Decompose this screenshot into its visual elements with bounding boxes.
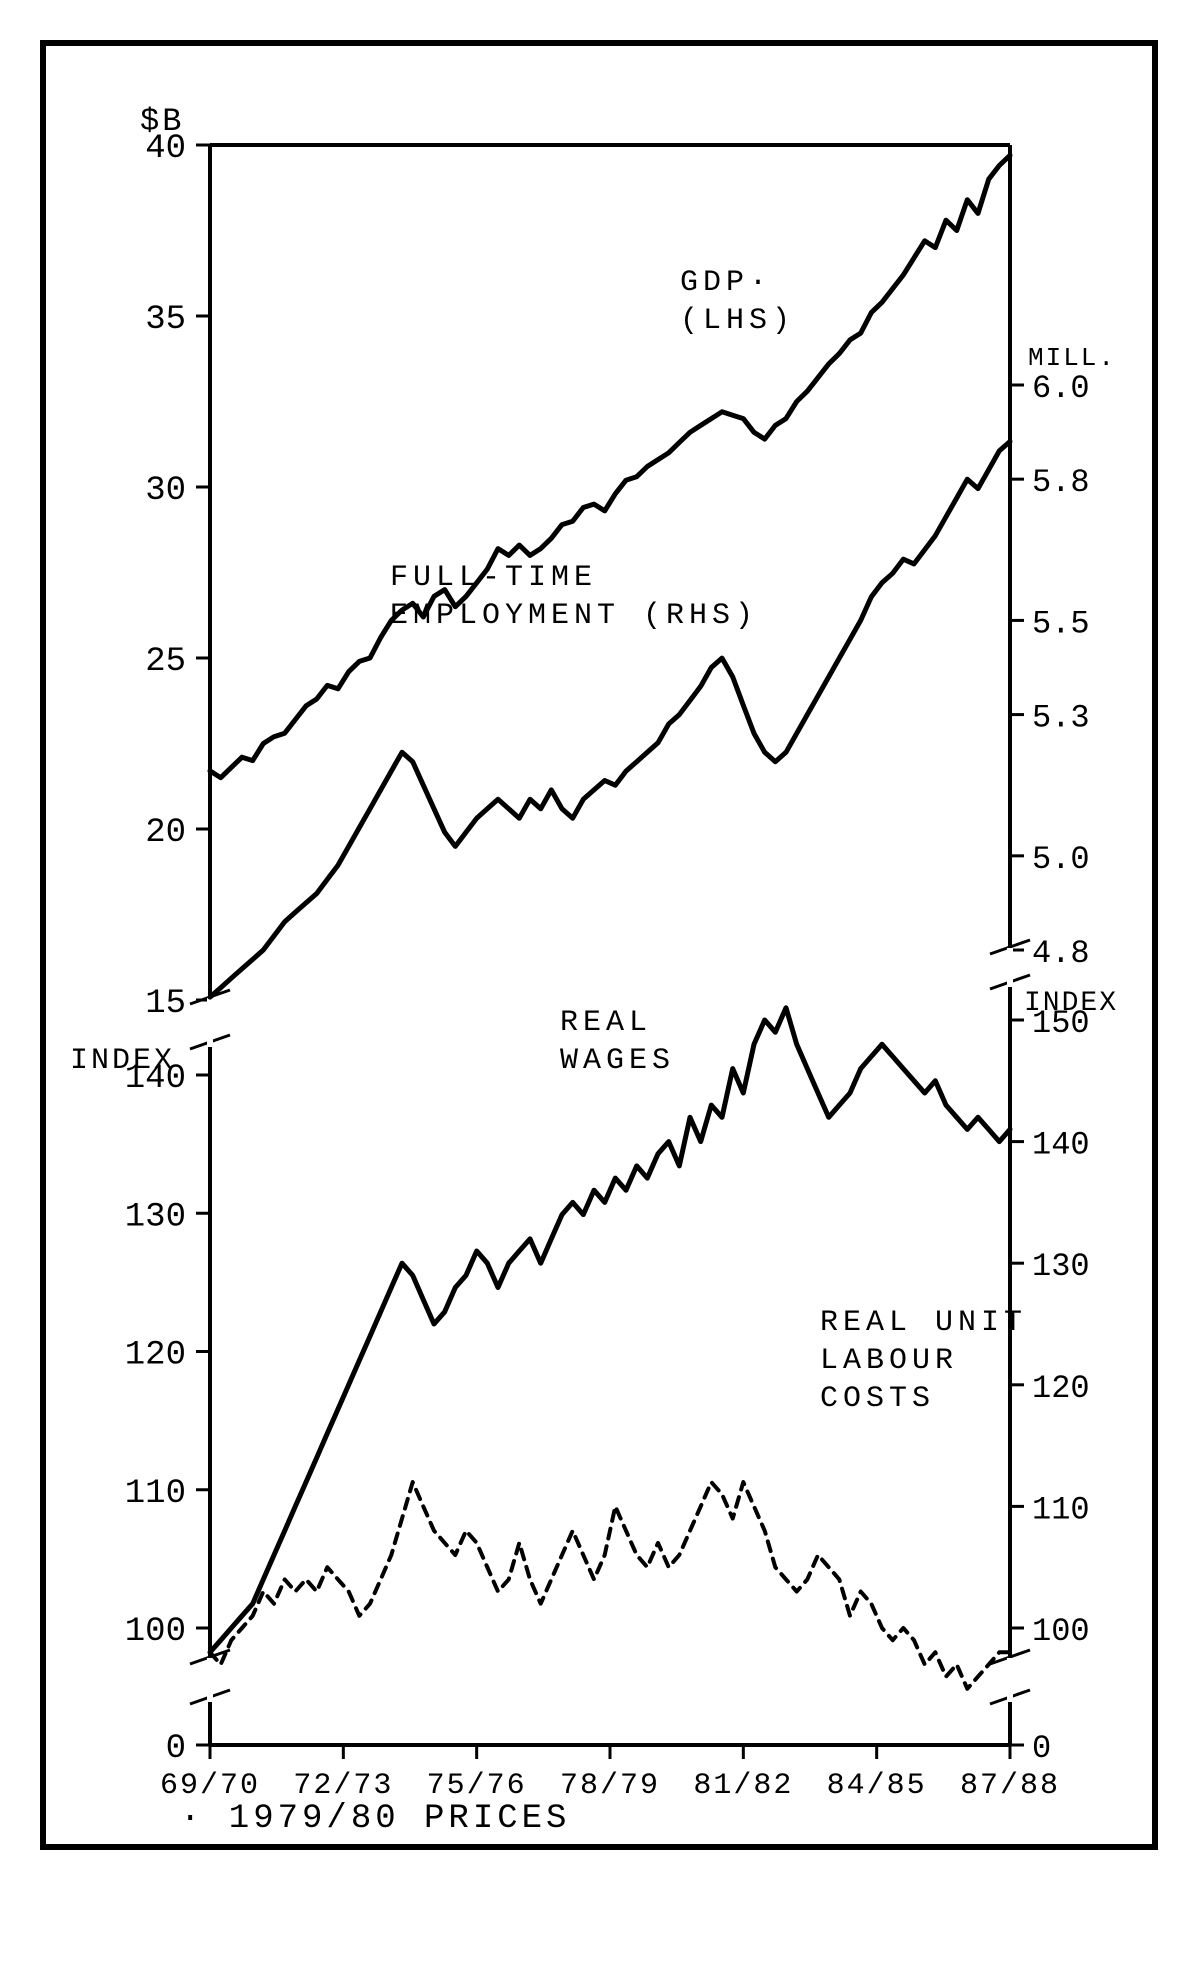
y-right-bottom-tick: 120	[1032, 1370, 1090, 1407]
series-label-gdp: GDP·	[680, 266, 772, 300]
y-left-top-tick: 30	[145, 472, 186, 510]
series-label-real_wages: REAL	[560, 1006, 652, 1040]
y-right-top-tick: 5.8	[1032, 464, 1090, 501]
series-label-gdp: (LHS)	[680, 304, 795, 338]
series-label-employment: EMPLOYMENT (RHS)	[390, 599, 758, 633]
y-right-top-tick: 4.8	[1032, 935, 1090, 972]
series-label-employment: FULL-TIME	[390, 561, 597, 595]
y-left-bottom-tick: 140	[125, 1060, 186, 1098]
x-tick-label: 87/88	[960, 1769, 1060, 1803]
y-left-top-tick: 40	[145, 130, 186, 168]
y-right-bottom-tick: 100	[1032, 1613, 1090, 1650]
x-tick-label: 84/85	[827, 1769, 927, 1803]
series-label-rulc: LABOUR	[820, 1344, 958, 1378]
y-right-top-tick: 6.0	[1032, 370, 1090, 407]
chart-svg: $B403530252015INDEX1401301201101000MILL.…	[0, 0, 1200, 1968]
x-tick-label: 81/82	[693, 1769, 793, 1803]
y-right-bottom-tick: 140	[1032, 1127, 1090, 1164]
x-tick-label: 75/76	[427, 1769, 527, 1803]
y-right-top-tick: 5.3	[1032, 700, 1090, 737]
series-employment	[210, 442, 1010, 998]
y-right-bottom-tick: 110	[1032, 1491, 1090, 1528]
y-right-bottom-tick: 150	[1032, 1005, 1090, 1042]
footnote: · 1979/80 PRICES	[180, 1800, 570, 1838]
y-left-bottom-tick: 100	[125, 1613, 186, 1651]
y-left-bottom-tick: 130	[125, 1198, 186, 1236]
series-rulc	[210, 1482, 1010, 1689]
y-right-top-tick: 5.0	[1032, 841, 1090, 878]
series-gdp	[210, 155, 1010, 777]
y-left-top-tick: 20	[145, 814, 186, 852]
x-tick-label: 72/73	[293, 1769, 393, 1803]
series-label-rulc: REAL UNIT	[820, 1306, 1027, 1340]
y-left-top-tick: 15	[145, 985, 186, 1023]
y-left-bottom-tick: 110	[125, 1475, 186, 1513]
y-right-top-tick: 5.5	[1032, 605, 1090, 642]
y-right-bottom-tick: 130	[1032, 1248, 1090, 1285]
series-label-rulc: COSTS	[820, 1382, 935, 1416]
y-left-bottom-tick: 0	[166, 1730, 186, 1768]
series-label-real_wages: WAGES	[560, 1044, 675, 1078]
y-left-top-tick: 35	[145, 301, 186, 339]
y-right-bottom-tick: 0	[1032, 1730, 1051, 1767]
x-tick-label: 69/70	[160, 1769, 260, 1803]
y-left-top-tick: 25	[145, 643, 186, 681]
y-right-top-title: MILL.	[1028, 343, 1116, 373]
x-tick-label: 78/79	[560, 1769, 660, 1803]
y-left-bottom-tick: 120	[125, 1337, 186, 1375]
